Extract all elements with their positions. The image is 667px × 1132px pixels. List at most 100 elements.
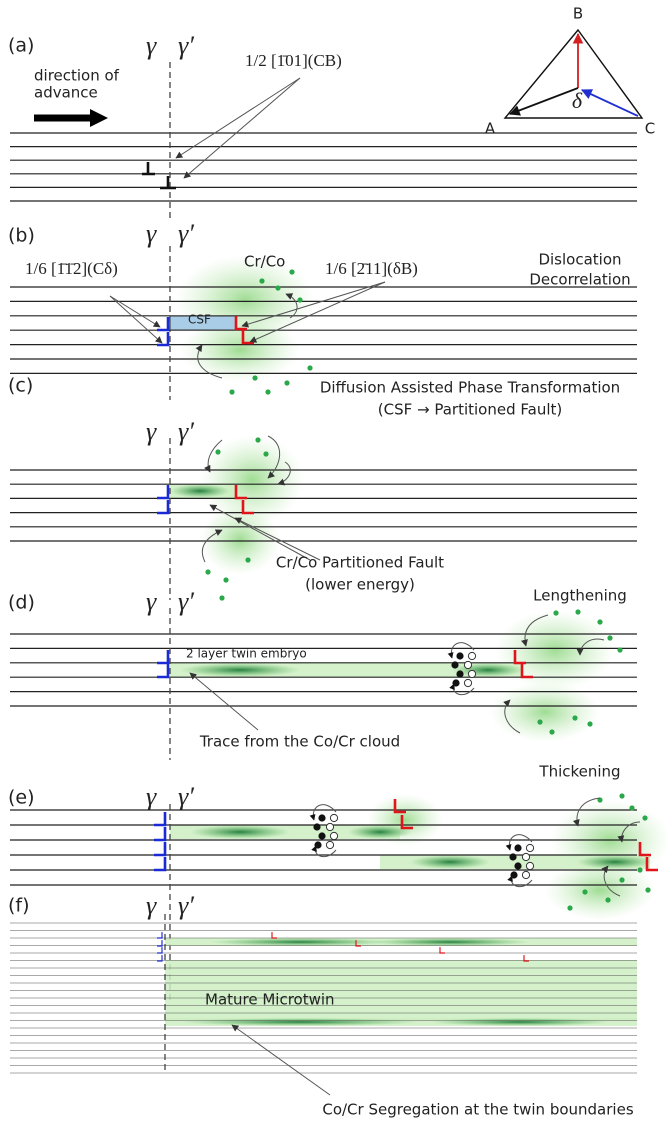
panel-label: (f): [8, 895, 30, 917]
solute-atom: [572, 715, 577, 720]
gamma-label: γ: [146, 417, 157, 446]
atom: [526, 844, 533, 851]
gamma-label: γ: [146, 891, 157, 920]
gamma-label: γ: [146, 219, 157, 248]
solute-cloud: [577, 855, 653, 869]
panel-label: (d): [8, 592, 35, 614]
burgers-vector: 1/6 [2̄11](δB): [325, 259, 418, 278]
solute-cloud: [370, 938, 530, 946]
partial-dislocation: [157, 940, 162, 946]
panel-label: (c): [8, 375, 33, 397]
note: direction of: [34, 67, 120, 85]
figure: (a) (b) (c) (d) (e) (f) γ γ′ γ γ′ γ γ′ γ γ′ γ γ′ γ…: [0, 0, 667, 1132]
gamma-prime-label: γ′: [178, 31, 194, 60]
solute-cloud: [495, 610, 615, 690]
step-title: Diffusion Assisted Phase Transformation: [320, 379, 620, 397]
solute-atom: [205, 569, 210, 574]
solute-atom: [263, 451, 268, 456]
partial-dislocation: [157, 664, 168, 677]
partial-dislocation: [440, 947, 445, 953]
solute-atom: [297, 297, 302, 302]
partial-dislocation: [272, 932, 277, 938]
partial-dislocation: [157, 955, 162, 961]
solute-cloud: [190, 825, 290, 839]
solute-cloud: [410, 855, 490, 869]
arrow: [184, 78, 300, 178]
gamma-prime-label: γ′: [178, 219, 194, 248]
gamma-label: γ: [146, 587, 157, 616]
solute-atom: [645, 887, 650, 892]
triangle-vertex: A: [485, 120, 496, 138]
solute-atom: [229, 389, 234, 394]
atom: [514, 862, 521, 869]
arrow: [110, 296, 160, 327]
triangle-center: δ: [572, 88, 583, 113]
solute-atom: [607, 635, 612, 640]
embryo-label: 2 layer twin embryo: [186, 647, 307, 661]
panel-label: (a): [8, 35, 34, 57]
solute-atom: [597, 619, 602, 624]
step-title: Thickening: [538, 763, 620, 781]
step-title: Decorrelation: [529, 271, 630, 289]
gamma-label: γ: [146, 31, 157, 60]
atom: [468, 652, 475, 659]
fault-label: CSF: [188, 313, 211, 327]
triangle-vertex: C: [645, 120, 655, 138]
partial-dislocation: [157, 317, 168, 330]
solute-atom: [567, 905, 572, 910]
solute-atom: [275, 285, 280, 290]
solute-atom: [284, 380, 289, 385]
solute-atom: [219, 595, 224, 600]
solute-atom: [549, 729, 554, 734]
solute-atom: [255, 437, 260, 442]
panel-label: (e): [8, 787, 35, 809]
partial-dislocation: [157, 932, 162, 938]
caption: Cr/Co Partitioned Fault: [276, 554, 444, 572]
vector-arrow: [510, 88, 578, 114]
atom: [313, 823, 320, 830]
atom: [456, 652, 463, 659]
gamma-prime-label: γ′: [178, 587, 194, 616]
atom: [456, 670, 463, 677]
atom: [318, 832, 325, 839]
atom: [330, 814, 337, 821]
solute-atom: [553, 610, 558, 615]
twin-label: Mature Microtwin: [205, 991, 335, 1009]
partial-dislocation: [154, 857, 165, 870]
solute-atom: [245, 557, 250, 562]
atom: [326, 841, 333, 848]
caption: (lower energy): [305, 576, 415, 594]
partial-dislocation: [154, 842, 165, 855]
solute-cloud: [170, 484, 230, 498]
solute-cloud: [430, 1018, 610, 1026]
partial-dislocation: [154, 827, 165, 840]
solute-atom: [619, 793, 624, 798]
solute-label: Cr/Co: [244, 253, 285, 271]
triangle-vertex: B: [573, 5, 583, 23]
solute-atom: [637, 867, 642, 872]
partial-dislocation: [157, 947, 162, 953]
burgers-vector: 1/2 [1̄01](CB): [245, 51, 342, 70]
partial-dislocation: [157, 500, 168, 513]
solute-cloud: [180, 663, 300, 677]
atom: [464, 679, 471, 686]
caption: Co/Cr Segregation at the twin boundaries: [322, 1101, 633, 1119]
atom: [464, 661, 471, 668]
atom: [522, 853, 529, 860]
gamma-prime-label: γ′: [178, 891, 194, 920]
solute-atom: [252, 375, 257, 380]
partial-dislocation: [154, 812, 165, 825]
solute-atom: [642, 815, 647, 820]
solute-atom: [587, 721, 592, 726]
step-title: (CSF → Partitioned Fault): [378, 401, 562, 419]
note: advance: [34, 84, 98, 102]
atom: [451, 661, 458, 668]
solute-atom: [215, 449, 220, 454]
partial-dislocation: [157, 650, 168, 663]
solute-atom: [307, 365, 312, 370]
gamma-prime-label: γ′: [178, 417, 194, 446]
dislocation: [142, 162, 155, 174]
vector-arrow: [582, 90, 638, 116]
panel-label: (b): [8, 225, 35, 247]
gamma-prime-label: γ′: [178, 782, 194, 811]
